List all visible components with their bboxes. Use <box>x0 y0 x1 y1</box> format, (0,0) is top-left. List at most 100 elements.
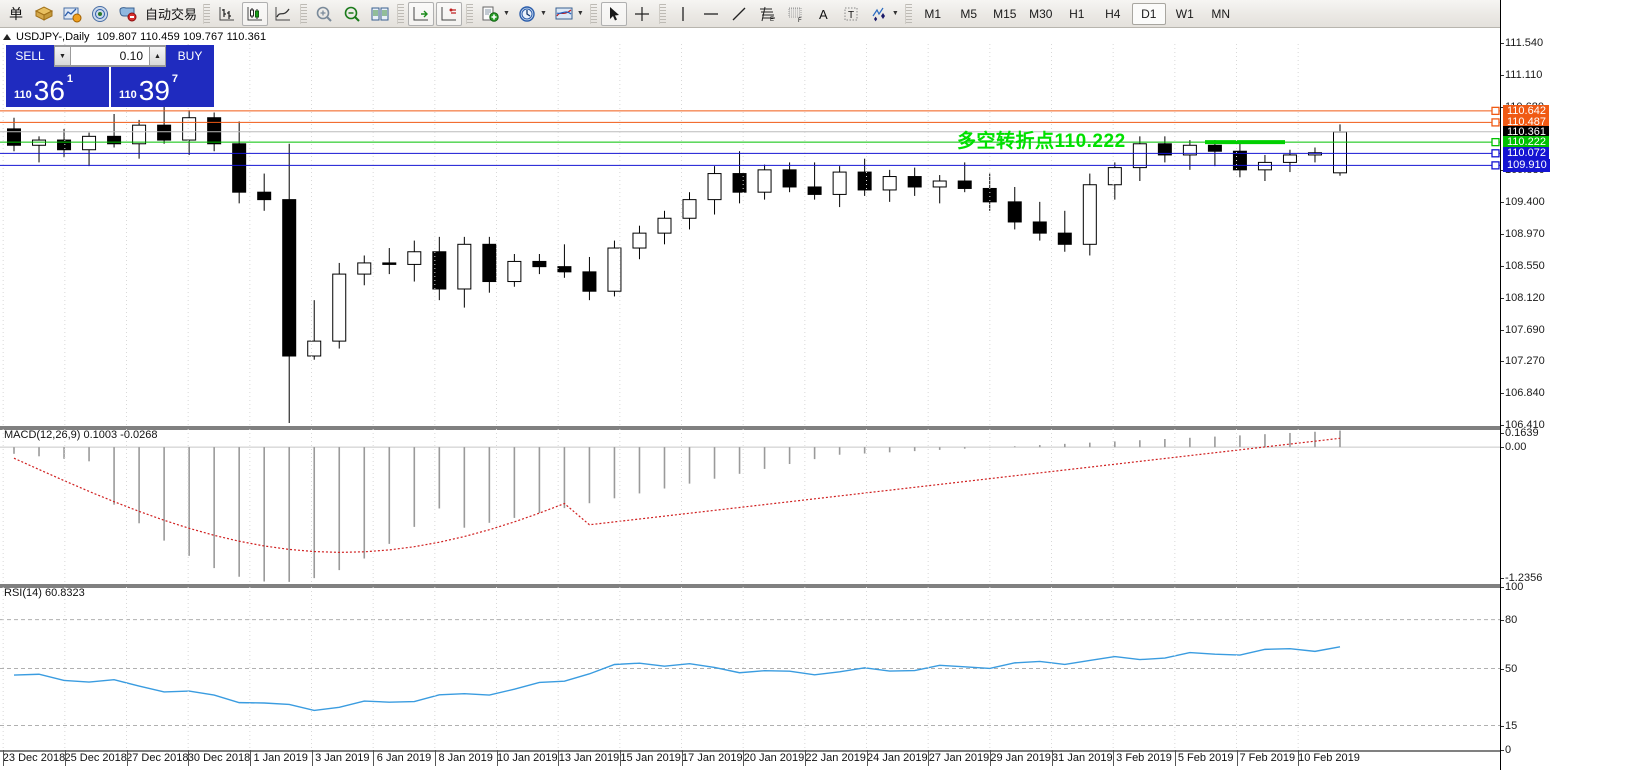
toolbar-separator <box>300 3 308 24</box>
price-flag[interactable]: 109.910 <box>1503 159 1550 173</box>
rsi-tick: 15 <box>1500 719 1518 732</box>
sell-label[interactable]: SELL <box>6 45 54 67</box>
price-flag[interactable]: 110.072 <box>1503 147 1549 161</box>
period-dropdown-caret[interactable]: ▼ <box>539 10 547 17</box>
fibonacci-fan-icon[interactable]: F <box>782 2 808 26</box>
date-tick-separator <box>989 750 991 766</box>
svg-text:E: E <box>770 17 774 23</box>
date-tick-label: 3 Jan 2019 <box>315 752 370 764</box>
timeframe-h4[interactable]: H4 <box>1105 6 1121 21</box>
price-tick: 108.970 <box>1501 228 1545 241</box>
timeframe-w1[interactable]: W1 <box>1175 6 1194 21</box>
date-axis[interactable]: 23 Dec 2018 25 Dec 2018 27 Dec 2018 30 Dec … <box>0 750 1500 770</box>
indicators-icon[interactable] <box>551 2 577 26</box>
rsi-indicator-label[interactable]: RSI(14) 60.8323 <box>4 587 85 599</box>
date-tick-separator <box>496 750 498 766</box>
date-tick-separator <box>64 750 66 766</box>
timeframe-m30[interactable]: M30 <box>1029 6 1053 21</box>
text-label-icon[interactable]: A <box>810 2 836 26</box>
fibonacci-icon[interactable]: E <box>754 2 780 26</box>
text-icon[interactable]: T <box>838 2 864 26</box>
chart-canvas[interactable] <box>0 44 1500 770</box>
date-tick-separator <box>681 750 683 766</box>
vertical-line-icon[interactable] <box>670 2 696 26</box>
price-flag[interactable]: 110.361 <box>1503 125 1549 139</box>
zoom-in-icon[interactable] <box>311 2 337 26</box>
date-tick-label: 10 Jan 2019 <box>497 752 558 764</box>
volume-decrease-button[interactable]: ▼ <box>54 46 71 66</box>
date-tick-label: 7 Feb 2019 <box>1239 752 1296 764</box>
new-order-glyph: 单 <box>9 5 23 22</box>
timeframe-m5[interactable]: M5 <box>960 6 978 21</box>
terminal-icon[interactable] <box>115 2 141 26</box>
timeframe-m1[interactable]: M1 <box>924 6 942 21</box>
timeframe-mn[interactable]: MN <box>1211 6 1231 21</box>
price-axis[interactable]: 111.540111.110110.680109.830109.400108.9… <box>1500 0 1627 770</box>
buy-label[interactable]: BUY <box>166 45 214 67</box>
sell-price-integer: 110 <box>14 89 32 101</box>
one-click-trading-panel[interactable]: SELL ▼ 0.10 ▲ BUY 110 36 1 110 39 7 <box>6 45 214 107</box>
period-icon[interactable] <box>514 2 540 26</box>
tile-windows-icon[interactable] <box>367 2 393 26</box>
buy-price-button[interactable]: 110 39 7 <box>111 67 214 107</box>
market-watch-icon[interactable] <box>59 2 85 26</box>
templates-dropdown-caret[interactable]: ▼ <box>503 10 510 17</box>
timeframe-h1[interactable]: H1 <box>1069 6 1085 21</box>
date-tick-label: 30 Dec 2018 <box>187 752 251 764</box>
sell-price-button[interactable]: 110 36 1 <box>6 67 109 107</box>
date-tick-label: 27 Jan 2019 <box>928 752 990 764</box>
date-tick-separator <box>928 750 930 766</box>
horizontal-line-icon[interactable] <box>698 2 724 26</box>
price-flag[interactable]: 110.642 <box>1503 104 1549 118</box>
date-tick-separator <box>1174 750 1176 766</box>
chart-symbol-header: USDJPY-,Daily 109.807 110.459 109.767 11… <box>0 29 1500 44</box>
macd-indicator-label[interactable]: MACD(12,26,9) 0.1003 -0.0268 <box>4 429 158 441</box>
date-tick-label: 6 Jan 2019 <box>376 752 432 764</box>
cursor-icon[interactable] <box>600 1 627 26</box>
line-chart-icon[interactable] <box>270 2 296 26</box>
volume-input[interactable]: 0.10 <box>71 46 149 66</box>
macd-tick: 0.00 <box>1500 441 1527 454</box>
price-tick: 108.550 <box>1501 259 1545 272</box>
price-flag[interactable]: 110.222 <box>1503 136 1549 150</box>
date-tick-separator <box>1113 750 1115 766</box>
timeframe-d1[interactable]: D1 <box>1131 2 1166 25</box>
toolbar-separator <box>203 3 211 24</box>
chart-symbol-label: USDJPY-,Daily <box>16 30 90 43</box>
candlestick-chart-icon[interactable] <box>242 1 269 26</box>
toolbar-separator <box>466 3 474 24</box>
trendline-icon[interactable] <box>726 2 752 26</box>
chart-shift-icon[interactable] <box>408 1 435 26</box>
price-tick: 106.410 <box>1501 419 1545 431</box>
rsi-tick: 80 <box>1500 613 1518 626</box>
timeframe-m15[interactable]: M15 <box>993 6 1017 21</box>
date-tick-label: 25 Dec 2018 <box>64 752 127 764</box>
arrows-dropdown-caret[interactable]: ▼ <box>891 10 899 17</box>
volume-increase-button[interactable]: ▲ <box>149 46 166 66</box>
date-tick-label: 31 Jan 2019 <box>1052 752 1113 764</box>
auto-scroll-icon[interactable] <box>436 1 463 26</box>
date-tick-label: 24 Jan 2019 <box>867 752 928 764</box>
buy-price-integer: 110 <box>119 89 137 101</box>
navigator-icon[interactable] <box>87 2 113 26</box>
chart-text-annotation[interactable]: 多空转折点110.222 <box>957 131 1126 152</box>
expert-advisor-icon[interactable] <box>31 2 57 26</box>
collapse-triangle-icon[interactable] <box>3 33 11 40</box>
zoom-out-icon[interactable] <box>339 2 365 26</box>
templates-icon[interactable] <box>477 2 503 26</box>
autotrading-label[interactable]: 自动交易 <box>145 7 198 22</box>
indicators-dropdown-caret[interactable]: ▼ <box>576 10 584 17</box>
date-tick-separator <box>434 750 436 766</box>
new-order-icon[interactable]: 单 <box>3 2 29 26</box>
volume-control[interactable]: ▼ 0.10 ▲ <box>54 45 166 67</box>
bar-chart-icon[interactable] <box>214 2 240 26</box>
arrows-icon[interactable] <box>866 2 892 26</box>
oct-top-row: SELL ▼ 0.10 ▲ BUY <box>6 45 214 67</box>
price-tick: 108.120 <box>1501 291 1545 304</box>
svg-text:T: T <box>848 10 854 21</box>
date-tick-label: 27 Dec 2018 <box>126 752 189 764</box>
crosshair-icon[interactable] <box>629 2 655 26</box>
date-tick-label: 13 Jan 2019 <box>558 752 620 764</box>
date-tick-label: 1 Jan 2019 <box>253 752 308 764</box>
date-tick-separator <box>619 750 621 766</box>
